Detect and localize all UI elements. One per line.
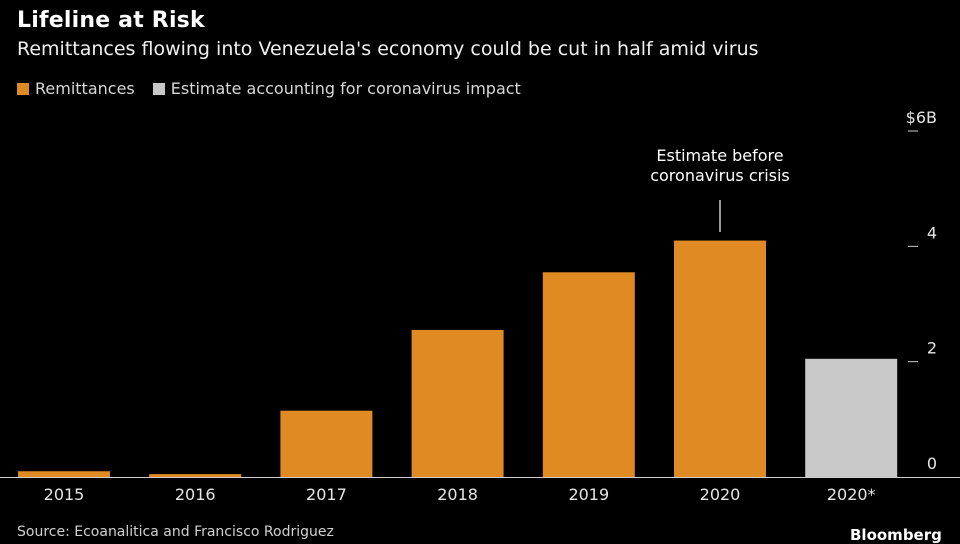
legend-item-remittances: Remittances	[17, 79, 135, 98]
x-tick-label: 2020*	[827, 485, 876, 504]
y-tick-label: 0	[927, 454, 937, 473]
annotation-label: Estimate before	[656, 146, 783, 165]
y-tick-label: 2	[927, 339, 937, 358]
bar	[542, 272, 635, 477]
chart-subtitle: Remittances flowing into Venezuela's eco…	[17, 38, 759, 60]
bloomberg-logo: Bloomberg	[850, 526, 942, 544]
legend: Remittances Estimate accounting for coro…	[17, 79, 539, 98]
x-tick-label: 2017	[306, 485, 347, 504]
bar	[149, 474, 242, 477]
x-tick-label: 2019	[568, 485, 609, 504]
legend-item-estimate: Estimate accounting for coronavirus impa…	[152, 79, 521, 98]
x-tick-label: 2018	[437, 485, 478, 504]
legend-label-remittances: Remittances	[35, 79, 135, 98]
x-tick-label: 2016	[175, 485, 216, 504]
x-tick-label: 2015	[44, 485, 85, 504]
y-tick-label: 4	[927, 223, 937, 242]
legend-swatch-estimate	[152, 82, 165, 95]
legend-label-estimate: Estimate accounting for coronavirus impa…	[170, 79, 521, 98]
bar	[805, 358, 898, 477]
bar	[411, 329, 504, 477]
source-note: Source: Ecoanalitica and Francisco Rodri…	[17, 524, 334, 540]
bar	[18, 471, 110, 477]
annotation-label: coronavirus crisis	[650, 166, 790, 185]
y-tick-label: $6B	[906, 108, 937, 127]
legend-swatch-remittances	[17, 82, 29, 95]
bar	[280, 410, 373, 477]
x-tick-label: 2020	[700, 485, 741, 504]
chart-title: Lifeline at Risk	[17, 8, 205, 33]
bar	[674, 240, 766, 477]
